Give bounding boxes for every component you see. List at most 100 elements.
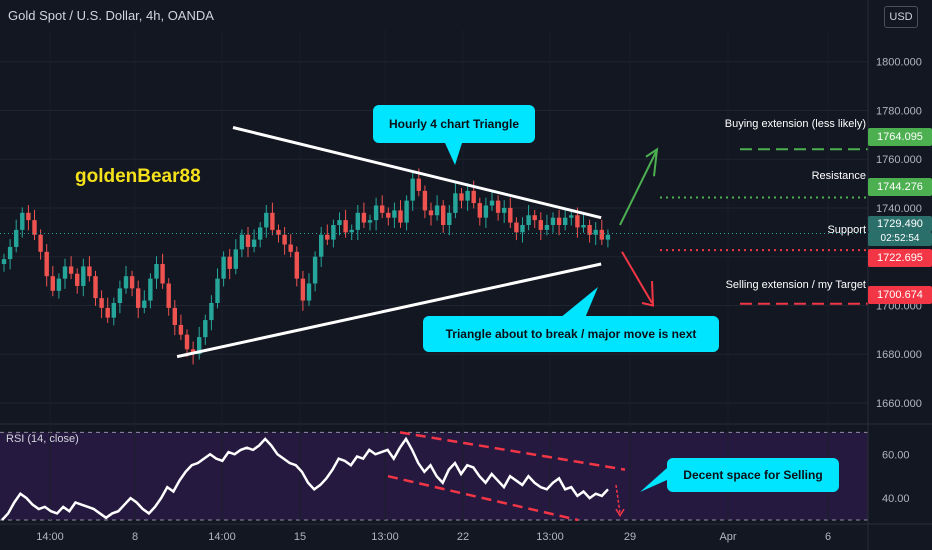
candle-body (398, 210, 403, 223)
time-tick-label: 14:00 (208, 531, 236, 543)
candle-body (514, 222, 519, 233)
author-watermark: goldenBear88 (75, 166, 201, 187)
triangle-lines (176, 126, 667, 492)
time-tick-label: 14:00 (36, 531, 64, 543)
rsi-down-arrow-head (615, 508, 625, 518)
candle-body (172, 307, 177, 325)
candle-body (312, 256, 318, 284)
currency-button[interactable]: USD (884, 6, 918, 28)
candle-body (1, 259, 7, 264)
candle-body (7, 246, 13, 260)
candle-body (123, 276, 129, 289)
candle-body (221, 256, 226, 279)
break-callout-pointer (560, 287, 598, 318)
candle-body (276, 229, 281, 235)
time-tick-label: 13:00 (371, 531, 399, 543)
candle-body (160, 264, 165, 284)
rsi-tick-label: 60.00 (882, 449, 910, 461)
price-tick-label: 1680.000 (876, 349, 922, 361)
candle-body (148, 278, 153, 301)
buy-extension-label: Buying extension (less likely) (724, 118, 866, 130)
candle-body (209, 303, 214, 321)
candle-body (166, 283, 171, 308)
candle-body (337, 220, 342, 225)
candle-body (38, 234, 43, 252)
triangle-callout-pointer (445, 143, 462, 165)
candle-body (227, 256, 232, 269)
candle-body (117, 288, 123, 303)
time-tick-label: 8 (132, 531, 138, 543)
candle-body (538, 220, 543, 230)
candle-body (288, 244, 293, 252)
candle-body (520, 225, 525, 233)
candle-body (197, 337, 202, 355)
candle-body (75, 273, 80, 286)
candle-body (587, 225, 592, 235)
candle-body (355, 212, 360, 230)
rsi-pane (1, 431, 626, 522)
candle-body (544, 225, 550, 230)
candle-body (428, 210, 434, 216)
candle-body (508, 207, 513, 223)
candle-body (380, 205, 385, 213)
candle-body (56, 278, 62, 291)
candle-body (453, 193, 458, 213)
candle-body (136, 288, 141, 308)
chart-title: Gold Spot / U.S. Dollar, 4h, OANDA (8, 8, 214, 23)
triangle-upper-line (232, 126, 602, 220)
candle-body (282, 234, 287, 245)
rsi-line (1, 436, 609, 521)
candle-body (294, 251, 299, 279)
candle-body (154, 264, 159, 279)
candle-body (44, 251, 49, 277)
break-callout: Triangle about to break / major move is … (423, 316, 719, 352)
candle-body (319, 234, 324, 257)
candle-body (373, 205, 379, 221)
sell-arrow-line (621, 251, 653, 304)
sell-extension-label: Selling extension / my Target (725, 279, 866, 291)
sell-extension-price: 1700.674 (868, 286, 932, 304)
candle-body (325, 234, 330, 240)
candle-body (605, 234, 611, 240)
triangle-lower-line (176, 262, 602, 359)
candle-body (556, 217, 562, 225)
candle-body (526, 215, 531, 225)
time-tick-label: 29 (624, 531, 636, 543)
candle-body (477, 203, 482, 218)
candle-body (129, 276, 135, 289)
rsi-callout-pointer (640, 468, 667, 492)
candle-body (20, 212, 25, 230)
candle-body (459, 193, 464, 201)
candle-body (233, 249, 238, 269)
candle-body (550, 217, 556, 225)
candle-body (93, 276, 98, 299)
buy-arrow-head (645, 147, 659, 177)
rsi-upper-trend (399, 431, 626, 471)
price-tick-label: 1760.000 (876, 154, 922, 166)
candle-body (245, 234, 251, 247)
price-tick-label: 1800.000 (876, 57, 922, 69)
candle-body (62, 266, 68, 279)
candle-body (306, 283, 312, 301)
resistance-label: Resistance (811, 170, 866, 182)
time-tick-label: 13:00 (536, 531, 564, 543)
candle-body (386, 212, 391, 218)
support-price: 1722.695 (868, 249, 932, 267)
buy-extension-price: 1764.095 (868, 128, 932, 146)
candle-body (410, 178, 415, 201)
candle-body (251, 239, 257, 247)
candle-series (0, 168, 868, 365)
candle-body (502, 207, 507, 213)
candle-body (203, 320, 208, 338)
time-tick-label: 22 (457, 531, 469, 543)
candle-body (593, 229, 598, 235)
candle-body (569, 215, 574, 218)
candle-body (239, 234, 245, 250)
buy-arrow-line (619, 151, 657, 226)
candle-body (111, 303, 116, 318)
candle-body (434, 205, 440, 216)
candle-body (447, 212, 452, 225)
candle-body (483, 205, 489, 218)
price-tick-label: 1660.000 (876, 398, 922, 410)
